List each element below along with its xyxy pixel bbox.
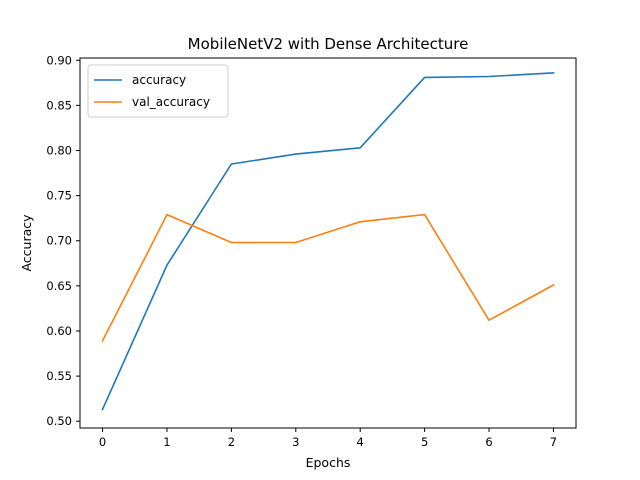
series-line-accuracy <box>101 72 555 411</box>
y-axis-label: Accuracy <box>19 214 34 272</box>
legend-label: accuracy <box>132 73 186 87</box>
y-tick-label: 0.80 <box>46 144 72 158</box>
x-tick-label: 4 <box>357 435 364 449</box>
plot-area <box>101 72 555 411</box>
y-tick-label: 0.50 <box>46 414 72 428</box>
series-line-val-accuracy <box>101 213 555 342</box>
y-tick-label: 0.75 <box>46 189 72 203</box>
x-tick-label: 6 <box>485 435 492 449</box>
x-tick-label: 0 <box>99 435 106 449</box>
y-tick-label: 0.55 <box>46 369 72 383</box>
x-axis-label: Epochs <box>306 455 351 470</box>
legend: accuracy val_accuracy <box>87 64 229 118</box>
x-tick-label: 3 <box>292 435 299 449</box>
y-tick-label: 0.60 <box>46 324 72 338</box>
y-tick-label: 0.70 <box>46 234 72 248</box>
x-tick-label: 2 <box>228 435 235 449</box>
legend-label: val_accuracy <box>132 95 210 109</box>
legend-box <box>87 64 229 118</box>
axis-ticks: 0 1 2 3 4 5 6 7 0.50 0.55 0.60 0.65 0.70 0.75 0.80 0.85… <box>46 53 557 449</box>
x-tick-label: 5 <box>421 435 428 449</box>
x-tick-label: 7 <box>550 435 557 449</box>
y-tick-label: 0.85 <box>46 98 72 112</box>
plot-frame <box>79 57 577 429</box>
y-tick-label: 0.90 <box>46 53 72 67</box>
chart-title: MobileNetV2 with Dense Architecture <box>188 35 469 53</box>
y-tick-label: 0.65 <box>46 279 72 293</box>
x-tick-label: 1 <box>163 435 170 449</box>
